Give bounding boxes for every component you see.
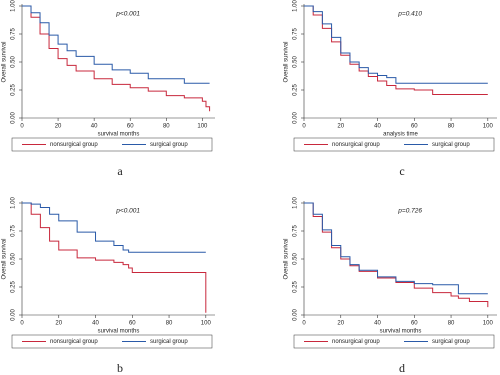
x-tick-label: 100 — [201, 321, 212, 327]
x-tick-label: 20 — [337, 124, 344, 130]
x-tick-label: 0 — [302, 321, 306, 327]
survival-curve — [22, 202, 207, 313]
legend-box — [293, 137, 495, 152]
legend-label: nonsurgical group — [332, 142, 380, 148]
y-tick-label: 0.00 — [11, 112, 17, 124]
x-tick-label: 40 — [92, 321, 99, 327]
x-tick-label: 100 — [197, 124, 208, 130]
y-tick-label: 0.75 — [11, 225, 17, 237]
survival-curve — [22, 5, 211, 112]
legend-label: surgical group — [432, 339, 470, 345]
panel-label: d — [399, 361, 405, 375]
y-tick-label: 1.00 — [293, 197, 299, 209]
x-tick-label: 100 — [483, 124, 494, 130]
annotation: p<0.001 — [115, 208, 140, 215]
survival-curve — [304, 202, 489, 308]
survival-curve — [304, 202, 488, 295]
y-axis-label: Overall survival — [2, 238, 8, 279]
x-tick-label: 60 — [411, 321, 418, 327]
x-tick-label: 20 — [55, 124, 62, 130]
y-axis-label: Overall survival — [284, 41, 290, 82]
y-tick-label: 1.00 — [11, 0, 17, 12]
x-tick-label: 80 — [448, 321, 455, 327]
legend-label: nonsurgical group — [50, 339, 98, 345]
legend-label: nonsurgical group — [332, 339, 380, 345]
x-tick-label: 80 — [448, 124, 455, 130]
y-tick-label: 0.25 — [293, 281, 299, 293]
y-tick-label: 0.50 — [293, 253, 299, 265]
legend-label: surgical group — [150, 339, 188, 345]
x-tick-label: 0 — [302, 124, 306, 130]
panel-label: c — [399, 164, 404, 178]
y-tick-label: 0.00 — [293, 309, 299, 321]
y-tick-label: 0.00 — [293, 112, 299, 124]
panel-label: a — [117, 164, 123, 178]
x-axis-label: survival months — [98, 329, 140, 335]
x-tick-label: 40 — [374, 124, 381, 130]
x-tick-label: 100 — [483, 321, 494, 327]
y-tick-label: 0.50 — [11, 253, 17, 265]
survival-curve — [22, 202, 206, 253]
y-tick-label: 0.75 — [293, 28, 299, 40]
survival-curve — [22, 5, 210, 84]
y-tick-label: 1.00 — [11, 197, 17, 209]
y-axis-label: Overall survival — [2, 41, 8, 82]
y-tick-label: 0.75 — [11, 28, 17, 40]
legend-box — [11, 334, 213, 349]
x-tick-label: 40 — [91, 124, 98, 130]
y-tick-label: 0.50 — [11, 56, 17, 68]
x-tick-label: 0 — [20, 124, 24, 130]
x-tick-label: 20 — [337, 321, 344, 327]
x-tick-label: 0 — [20, 321, 24, 327]
x-tick-label: 80 — [163, 124, 170, 130]
y-tick-label: 0.75 — [293, 225, 299, 237]
x-axis-label: analysis time — [383, 132, 418, 138]
y-tick-label: 0.25 — [11, 281, 17, 293]
x-tick-label: 60 — [127, 124, 134, 130]
y-tick-label: 0.50 — [293, 56, 299, 68]
legend-label: surgical group — [432, 142, 470, 148]
x-axis-label: survival months — [98, 132, 140, 138]
survival-curve — [304, 5, 488, 84]
y-axis-label: Overall survival — [284, 238, 290, 279]
legend-label: nonsurgical group — [50, 142, 98, 148]
y-tick-label: 0.00 — [11, 309, 17, 321]
legend-box — [293, 334, 495, 349]
y-tick-label: 0.25 — [11, 84, 17, 96]
x-tick-label: 60 — [129, 321, 136, 327]
y-tick-label: 1.00 — [293, 0, 299, 12]
legend-box — [11, 137, 213, 152]
x-tick-label: 40 — [374, 321, 381, 327]
x-tick-label: 80 — [166, 321, 173, 327]
x-tick-label: 60 — [411, 124, 418, 130]
x-axis-label: survival months — [380, 329, 422, 335]
panel-label: b — [117, 361, 123, 375]
y-tick-label: 0.25 — [293, 84, 299, 96]
annotation: p=0.410 — [397, 11, 422, 18]
annotation: p=0.726 — [397, 208, 422, 215]
legend-label: surgical group — [150, 142, 188, 148]
annotation: p<0.001 — [115, 11, 140, 18]
x-tick-label: 20 — [55, 321, 62, 327]
